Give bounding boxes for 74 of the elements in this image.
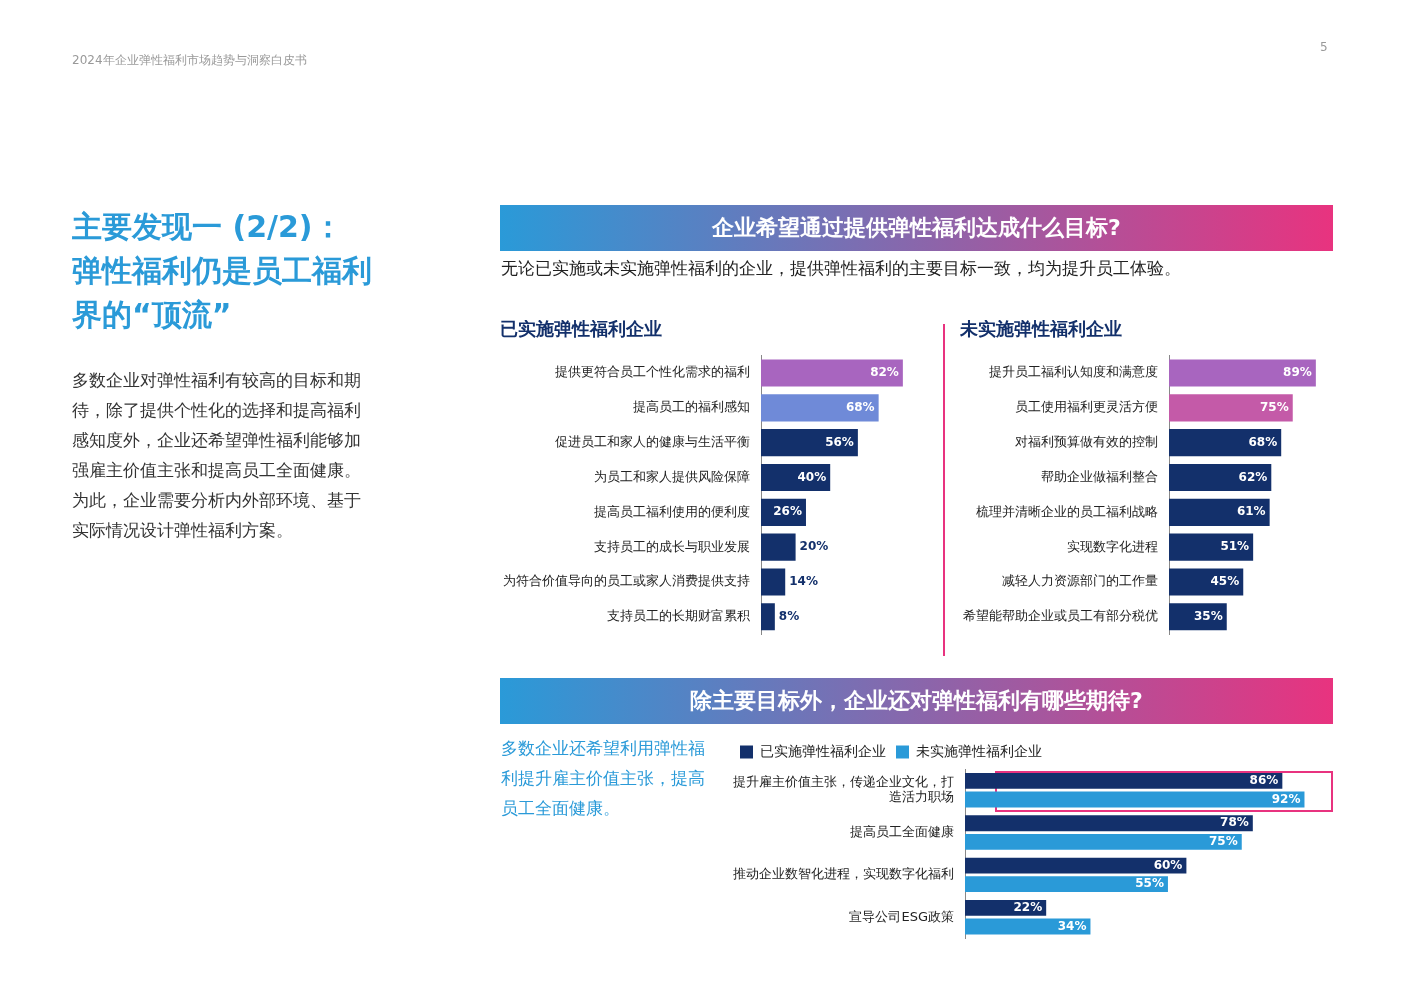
y-tick-label: 帮助企业做福利整合: [1041, 468, 1158, 484]
bar: [761, 533, 796, 561]
banner: 除主要目标外，企业还对弹性福利有哪些期待?: [500, 678, 1333, 724]
y-tick-label: 减轻人力资源部门的工作量: [1002, 573, 1158, 589]
data-label: 35%: [1194, 608, 1223, 623]
bar: [1169, 463, 1272, 492]
y-tick-label: 为符合价值导向的员工或家人消费提供支持: [503, 573, 750, 589]
bar: [761, 603, 775, 631]
bar: [965, 833, 1242, 850]
data-label: 75%: [1260, 399, 1289, 414]
bar: [965, 772, 1283, 789]
bar: [761, 429, 858, 457]
y-tick-label: 宣导公司ESG政策: [849, 908, 954, 924]
y-tick-label: 提供更符合员工个性化需求的福利: [555, 364, 750, 380]
data-label: 61%: [1236, 504, 1266, 519]
legend-label: 未实施弹性福利企业: [916, 742, 1042, 759]
data-label: 40%: [797, 469, 827, 484]
text: 主要发现一 (2/2)：弹性福利仍是员工福利界的“顶流”: [72, 208, 372, 334]
banner: 企业希望通过提供弹性福利达成什么目标?: [500, 205, 1333, 251]
text: 已实施弹性福利企业: [500, 318, 662, 340]
text: 2024年企业弹性福利市场趋势与洞察白皮书: [72, 52, 307, 69]
data-label: 78%: [1220, 815, 1249, 830]
data-label: 86%: [1249, 772, 1279, 787]
data-label: 68%: [1248, 434, 1278, 449]
y-tick-label: 提升雇主价值主张，传递企业文化，打造活力职场: [733, 773, 954, 805]
y-tick-label: 希望能帮助企业或员工有部分税优: [963, 608, 1158, 624]
y-tick-label: 提高员工全面健康: [850, 823, 954, 839]
y-tick-label: 支持员工的长期财富累积: [607, 608, 750, 624]
y-tick-label: 促进员工和家人的健康与生活平衡: [555, 434, 750, 450]
data-label: 92%: [1271, 791, 1301, 806]
bar: [761, 568, 786, 596]
data-label: 89%: [1283, 365, 1312, 380]
text: 多数企业对弹性福利有较高的目标和期待，除了提供个性化的选择和提高福利感知度外，企业还希望弹性福利能够加强雇主价值主张和提高员工全面健康。为此，企业需要分析内外部环境、基于实际情况设计弹性福利方案。: [72, 369, 362, 542]
bar: [1169, 533, 1254, 561]
data-label: 56%: [825, 434, 854, 449]
data-label: 22%: [1013, 900, 1043, 915]
bar: [965, 815, 1253, 832]
data-label: 34%: [1057, 918, 1087, 933]
bar: [761, 394, 879, 422]
text: 5: [1320, 40, 1328, 54]
data-label: 14%: [789, 574, 818, 589]
y-tick-label: 员工使用福利更灵活方便: [1015, 399, 1158, 415]
chart-title: 未实施弹性福利企业: [959, 318, 1122, 340]
data-label: 45%: [1210, 574, 1240, 589]
bar: [965, 791, 1305, 808]
y-tick-label: 推动企业数智化进程，实现数字化福利: [733, 866, 954, 882]
y-tick-label: 为员工和家人提供风险保障: [594, 468, 750, 484]
data-label: 26%: [773, 504, 802, 519]
data-label: 68%: [845, 399, 875, 414]
bar: [1169, 359, 1316, 387]
text: 无论已实施或未实施弹性福利的企业，提供弹性福利的主要目标一致，均为提升员工体验。: [501, 257, 1181, 280]
bar: [1169, 568, 1244, 596]
data-label: 55%: [1135, 876, 1164, 891]
y-tick-label: 提高员工福利使用的便利度: [594, 503, 750, 519]
data-label: 51%: [1220, 539, 1250, 554]
bar: [1169, 394, 1293, 422]
y-tick-label: 实现数字化进程: [1067, 538, 1158, 554]
data-label: 82%: [870, 365, 899, 380]
bar: [1169, 498, 1270, 526]
y-tick-label: 提高员工的福利感知: [633, 399, 750, 415]
data-label: 75%: [1209, 833, 1238, 848]
text: 多数企业还希望利用弹性福利提升雇主价值主张，提高员工全面健康。: [501, 737, 706, 820]
y-tick-label: 梳理并清晰企业的员工福利战略: [976, 503, 1158, 519]
data-label: 60%: [1153, 857, 1183, 872]
bar: [761, 359, 903, 387]
data-label: 8%: [778, 608, 800, 623]
data-label: 62%: [1238, 469, 1268, 484]
legend-label: 已实施弹性福利企业: [760, 742, 886, 759]
bar: [1169, 429, 1282, 457]
bar: [965, 876, 1168, 893]
data-label: 20%: [799, 539, 829, 554]
y-tick-label: 提升员工福利认知度和满意度: [989, 364, 1158, 380]
y-tick-label: 对福利预算做有效的控制: [1015, 434, 1158, 450]
y-tick-label: 支持员工的成长与职业发展: [594, 538, 750, 554]
